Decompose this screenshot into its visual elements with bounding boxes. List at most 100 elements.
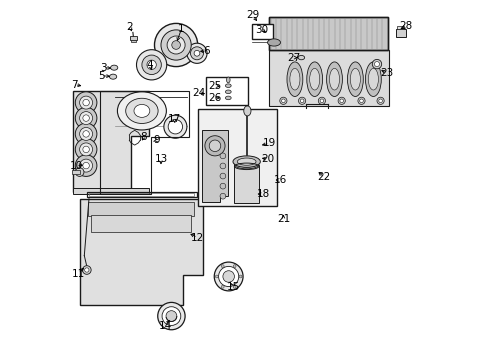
Ellipse shape — [326, 62, 342, 96]
Circle shape — [220, 183, 225, 189]
Circle shape — [80, 143, 92, 156]
Circle shape — [220, 163, 225, 169]
Polygon shape — [73, 91, 149, 192]
Circle shape — [82, 131, 89, 137]
Circle shape — [339, 99, 343, 103]
Ellipse shape — [232, 156, 260, 167]
Text: 17: 17 — [167, 114, 181, 124]
Circle shape — [142, 55, 161, 75]
Text: 8: 8 — [140, 132, 147, 142]
Bar — [91, 215, 190, 232]
Bar — [268, 17, 387, 50]
Bar — [130, 36, 137, 40]
Text: 19: 19 — [263, 138, 276, 148]
Circle shape — [300, 99, 303, 103]
Circle shape — [82, 115, 89, 121]
Ellipse shape — [244, 106, 250, 116]
Ellipse shape — [117, 92, 166, 130]
Circle shape — [75, 123, 97, 145]
Text: 26: 26 — [208, 93, 221, 103]
Text: 21: 21 — [276, 214, 289, 224]
Circle shape — [233, 285, 236, 288]
Circle shape — [318, 97, 325, 104]
Polygon shape — [202, 130, 228, 202]
Circle shape — [209, 140, 220, 152]
Circle shape — [204, 136, 224, 156]
Circle shape — [194, 50, 200, 56]
Circle shape — [161, 30, 191, 60]
Text: 1: 1 — [178, 24, 184, 34]
Text: 24: 24 — [191, 88, 204, 98]
Text: 23: 23 — [379, 68, 392, 78]
Ellipse shape — [110, 65, 118, 70]
Ellipse shape — [309, 68, 319, 90]
Text: 25: 25 — [208, 81, 221, 91]
Circle shape — [84, 268, 89, 272]
Circle shape — [220, 153, 225, 159]
Text: 27: 27 — [287, 53, 300, 63]
Ellipse shape — [306, 62, 322, 96]
Circle shape — [298, 97, 305, 104]
Ellipse shape — [225, 96, 231, 100]
Ellipse shape — [286, 62, 302, 96]
Circle shape — [168, 120, 182, 134]
Circle shape — [376, 97, 384, 104]
Ellipse shape — [267, 39, 280, 46]
Circle shape — [214, 262, 243, 291]
Circle shape — [80, 96, 92, 109]
Circle shape — [281, 99, 285, 103]
Circle shape — [223, 271, 234, 282]
Bar — [396, 26, 404, 29]
Text: 4: 4 — [146, 60, 153, 70]
Text: 3: 3 — [100, 63, 106, 73]
Text: 20: 20 — [261, 154, 274, 164]
Text: 22: 22 — [316, 172, 330, 182]
Ellipse shape — [234, 160, 258, 169]
Ellipse shape — [329, 68, 339, 90]
Circle shape — [82, 99, 89, 106]
Text: 11: 11 — [71, 269, 84, 279]
Circle shape — [75, 155, 97, 176]
Bar — [131, 40, 136, 42]
Circle shape — [75, 92, 97, 113]
Circle shape — [163, 115, 186, 138]
Circle shape — [190, 47, 203, 60]
Text: 9: 9 — [153, 135, 159, 145]
Circle shape — [82, 162, 89, 169]
Ellipse shape — [225, 90, 231, 94]
Circle shape — [80, 112, 92, 125]
Text: 7: 7 — [71, 80, 78, 90]
Circle shape — [171, 41, 180, 49]
Bar — [205, 77, 247, 105]
Text: 28: 28 — [398, 21, 411, 31]
Circle shape — [220, 193, 225, 199]
Ellipse shape — [125, 98, 158, 123]
Circle shape — [279, 97, 286, 104]
Circle shape — [221, 285, 224, 288]
Bar — [88, 202, 194, 216]
Circle shape — [215, 275, 218, 278]
Circle shape — [75, 168, 84, 176]
Ellipse shape — [289, 68, 299, 90]
Circle shape — [186, 43, 206, 63]
Bar — [251, 24, 272, 39]
Circle shape — [80, 159, 92, 172]
Circle shape — [378, 99, 382, 103]
Circle shape — [239, 275, 242, 278]
Text: 6: 6 — [203, 46, 209, 57]
Text: 5: 5 — [98, 71, 104, 81]
Ellipse shape — [226, 77, 230, 83]
Bar — [89, 193, 194, 196]
Circle shape — [337, 97, 345, 104]
Circle shape — [82, 266, 91, 274]
Bar — [72, 170, 80, 174]
Bar — [268, 17, 387, 50]
Circle shape — [220, 173, 225, 179]
Circle shape — [166, 311, 177, 321]
Polygon shape — [197, 109, 276, 206]
Polygon shape — [268, 50, 387, 106]
Circle shape — [167, 36, 185, 54]
Circle shape — [233, 265, 236, 267]
Circle shape — [75, 139, 97, 160]
Text: 2: 2 — [126, 22, 133, 32]
